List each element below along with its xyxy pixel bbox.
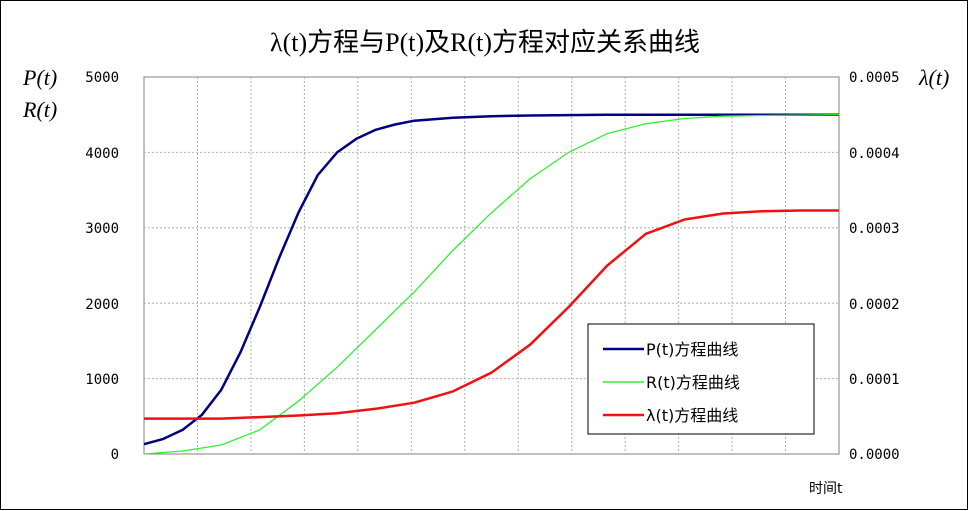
right-axis-ticks: 0.0005 0.0004 0.0003 0.0002 0.0001 0.000… bbox=[849, 70, 900, 463]
x-axis-label: 时间t bbox=[809, 481, 843, 497]
y-axis-left-label-p: P(t) bbox=[22, 65, 57, 90]
right-tick-label: 0.0001 bbox=[849, 372, 900, 388]
y-axis-left-label-r: R(t) bbox=[22, 97, 57, 122]
y-axis-right-label: λ(t) bbox=[918, 65, 949, 90]
legend-label-r: R(t)方程曲线 bbox=[646, 373, 740, 392]
left-tick-label: 0 bbox=[111, 447, 119, 463]
right-tick-label: 0.0005 bbox=[849, 70, 900, 86]
right-tick-label: 0.0004 bbox=[849, 146, 900, 162]
series-line-p bbox=[143, 113, 839, 446]
right-tick-label: 0.0000 bbox=[849, 447, 900, 463]
right-tick-label: 0.0002 bbox=[849, 297, 900, 313]
left-tick-label: 2000 bbox=[85, 297, 119, 313]
left-tick-label: 3000 bbox=[85, 221, 119, 237]
series-line-r bbox=[143, 114, 840, 455]
gridlines bbox=[144, 77, 839, 454]
legend: P(t)方程曲线 R(t)方程曲线 λ(t)方程曲线 bbox=[587, 323, 815, 435]
left-tick-label: 5000 bbox=[85, 70, 119, 86]
legend-label-p: P(t)方程曲线 bbox=[646, 340, 738, 359]
legend-label-lambda: λ(t)方程曲线 bbox=[646, 406, 738, 425]
series-lines bbox=[143, 113, 840, 455]
series-line-lambda bbox=[144, 209, 839, 420]
chart-title: λ(t)方程与P(t)及R(t)方程对应关系曲线 bbox=[270, 28, 700, 57]
left-tick-label: 4000 bbox=[85, 146, 119, 162]
left-axis-ticks: 5000 4000 3000 2000 1000 0 bbox=[85, 70, 119, 463]
right-tick-label: 0.0003 bbox=[849, 221, 900, 237]
left-tick-label: 1000 bbox=[85, 372, 119, 388]
